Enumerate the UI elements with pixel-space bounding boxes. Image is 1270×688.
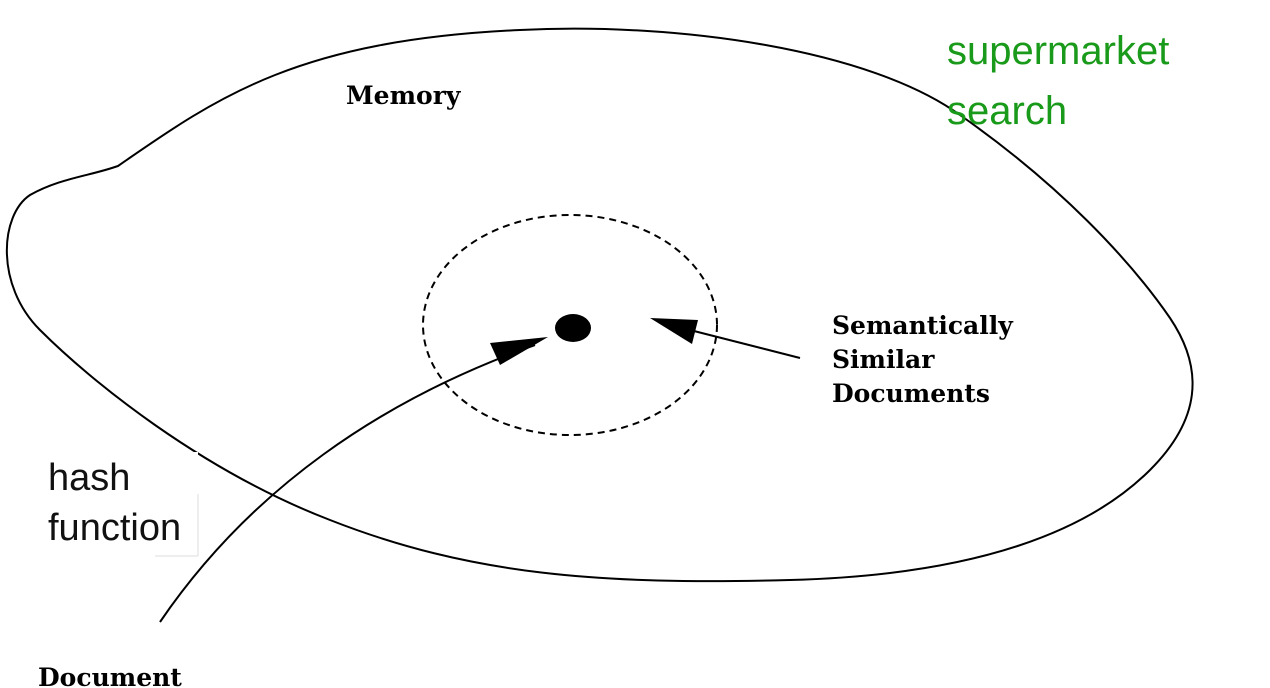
similar-documents-circle <box>422 214 718 436</box>
title-line-2: search <box>947 89 1067 133</box>
memory-region-outline <box>5 27 1194 583</box>
document-label: Document <box>38 663 182 688</box>
hash-function-arrowhead <box>490 337 548 365</box>
similar-documents-arrowhead <box>650 318 698 344</box>
hash-function-arrow <box>159 344 536 623</box>
semantic-label-line-3: Documents <box>832 379 990 408</box>
title-line-1: supermarket <box>947 29 1169 73</box>
memory-label: Memory <box>346 81 462 110</box>
hash-address-dot <box>555 314 591 342</box>
hash-label-line-1: hash <box>48 457 130 499</box>
semantic-label-line-1: Semantically <box>832 311 1014 340</box>
semantic-label-line-2: Similar <box>832 345 935 374</box>
similar-documents-arrow <box>689 329 801 359</box>
hash-label-line-2: function <box>48 507 181 549</box>
hash-label-background <box>46 452 198 556</box>
